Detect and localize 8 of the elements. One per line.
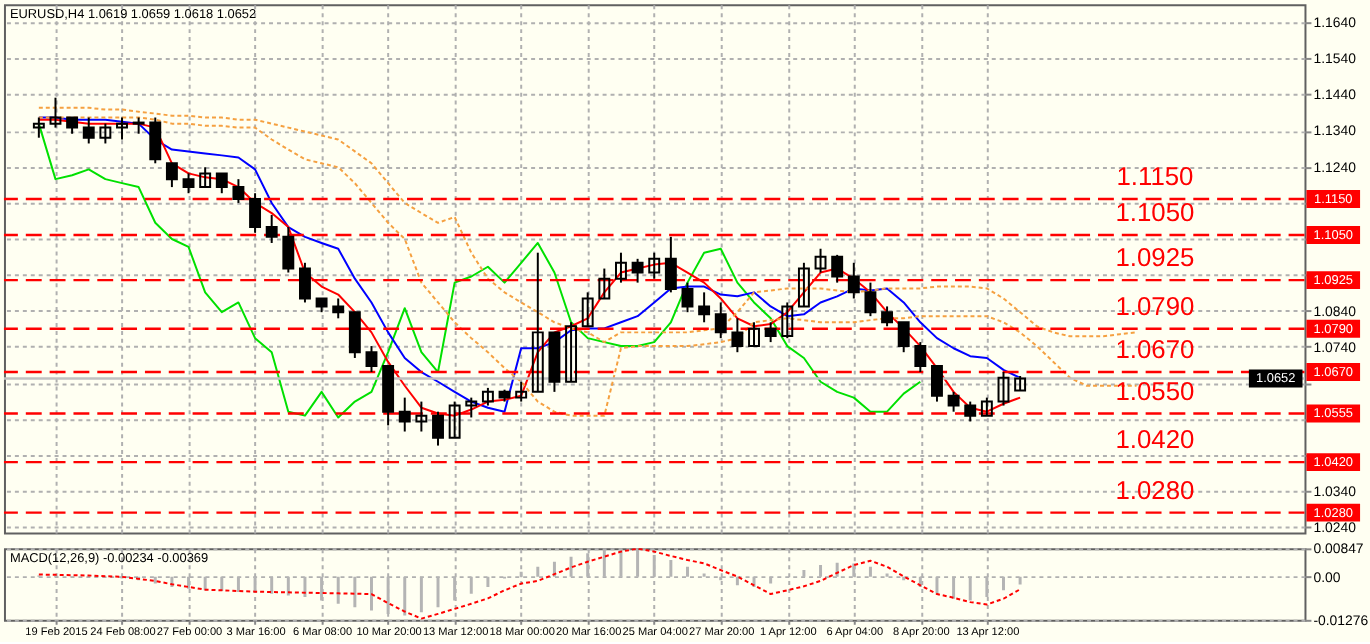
annotation: 1.1050 bbox=[1115, 197, 1195, 228]
annotation: 1.0280 bbox=[1115, 474, 1195, 505]
annotation: 1.0420 bbox=[1115, 424, 1195, 455]
annotation: 1.0550 bbox=[1115, 375, 1195, 406]
annotation: 1.1150 bbox=[1116, 161, 1194, 192]
annotation: 1.0790 bbox=[1115, 290, 1195, 321]
annotation: 1.0670 bbox=[1115, 334, 1195, 365]
annotation: 1.0925 bbox=[1115, 242, 1195, 273]
